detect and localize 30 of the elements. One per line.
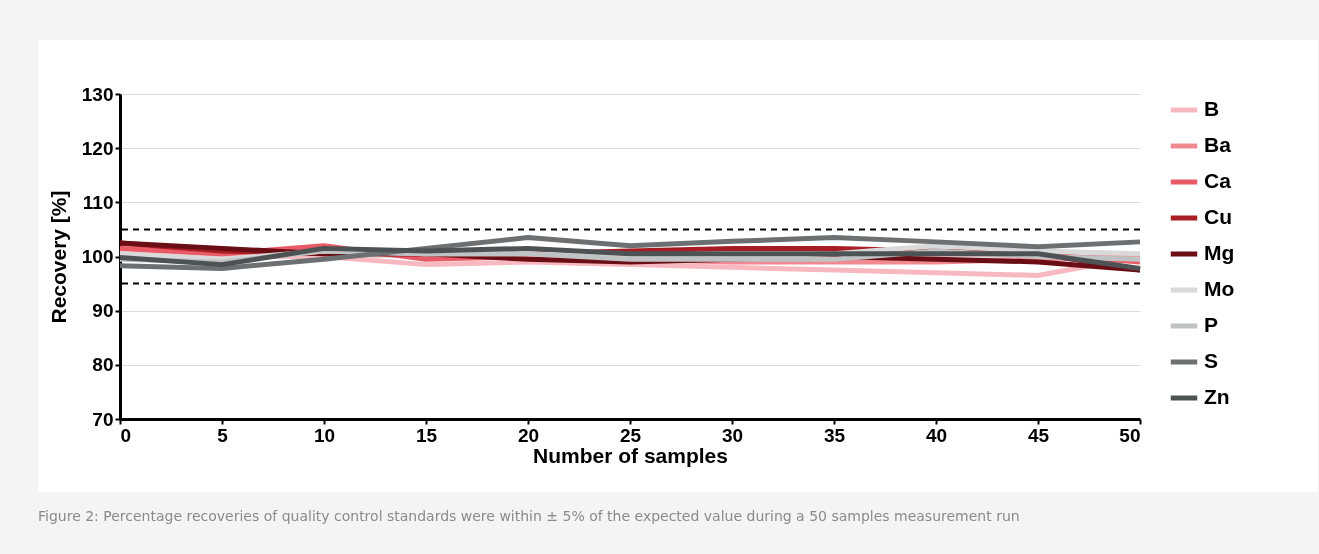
y-tick-label: 90 — [92, 300, 114, 322]
x-tick-label: 0 — [120, 424, 132, 446]
y-tick-label: 120 — [81, 137, 114, 159]
x-tick-label: 25 — [619, 424, 642, 446]
legend-label: Ba — [1204, 133, 1232, 156]
y-tick-label: 130 — [81, 83, 114, 105]
y-tick-label: 100 — [81, 246, 114, 267]
caption: Figure 2: Percentage recoveries of quality control standards were within ± 5% of the expected value during a 50 samples measurement run — [38, 508, 1020, 524]
y-tick-label: 80 — [92, 354, 114, 376]
x-tick-label: 50 — [1119, 424, 1141, 446]
legend-label: Zn — [1204, 385, 1230, 408]
x-tick-label: 15 — [415, 424, 438, 446]
legend-label: P — [1204, 313, 1219, 336]
y-tick-label: 110 — [82, 191, 114, 213]
y-axis-title: Recovery [%] — [46, 190, 70, 324]
legend-label: Ca — [1204, 169, 1232, 192]
x-tick-label: 40 — [925, 424, 948, 446]
x-tick-label: 30 — [721, 424, 744, 446]
legend-label: Cu — [1204, 205, 1232, 228]
legend-label: Mg — [1204, 241, 1235, 264]
legend-label: Mo — [1204, 277, 1235, 300]
x-tick-label: 10 — [313, 424, 336, 446]
x-tick-label: 20 — [517, 424, 540, 446]
legend-label: B — [1204, 97, 1220, 120]
x-tick-label: 5 — [217, 424, 229, 446]
y-tick-label: 70 — [92, 408, 114, 430]
x-tick-label: 45 — [1027, 424, 1050, 446]
x-tick-label: 35 — [823, 424, 846, 446]
legend-label: S — [1204, 349, 1219, 372]
x-axis-title: Number of samples — [533, 443, 728, 467]
